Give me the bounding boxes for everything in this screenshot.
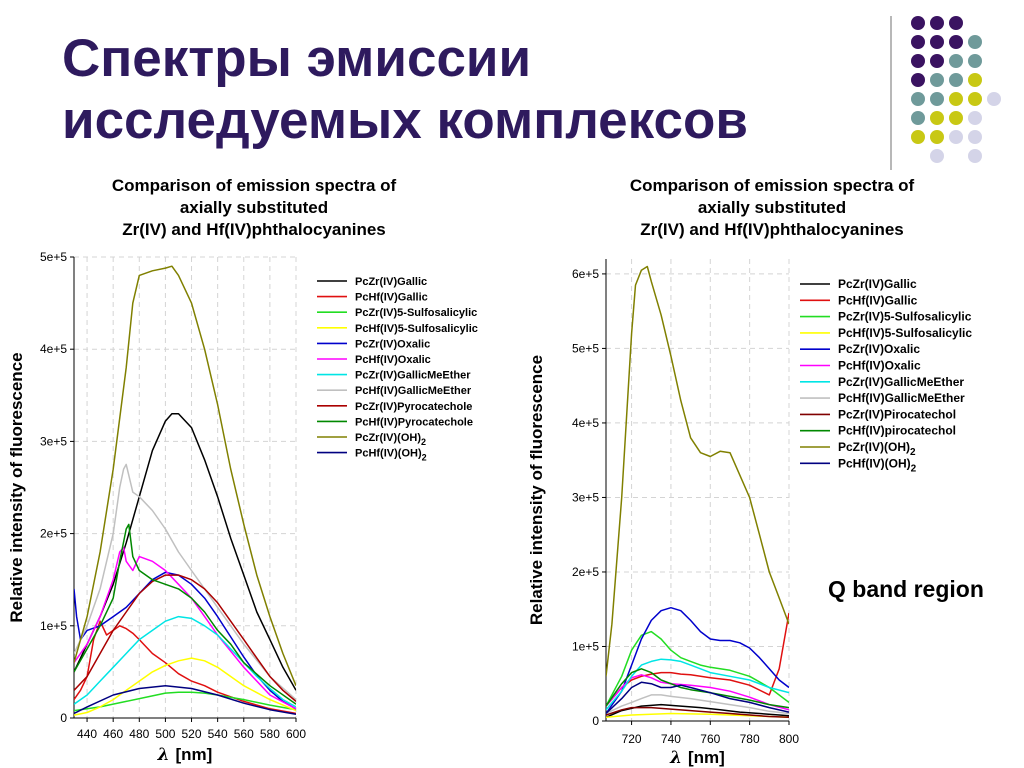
series-line-8 xyxy=(606,694,789,715)
legend-entry-label: PcHf(IV)Gallic xyxy=(838,293,918,307)
y-tick-label: 1e+5 xyxy=(572,639,599,653)
chart-title-line: Comparison of emission spectra of xyxy=(630,176,915,195)
legend-entry-label: PcZr(IV)5-Sulfosalicylic xyxy=(838,310,972,324)
series-line-11 xyxy=(74,265,296,686)
x-tick-label: 760 xyxy=(700,732,720,746)
legend-entry-label: PcHf(IV)GallicMeEther xyxy=(355,385,472,397)
x-tick-label: 600 xyxy=(286,727,306,741)
legend-entry-label: PcZr(IV)Pirocatechol xyxy=(838,407,956,421)
series-group xyxy=(606,265,789,719)
legend-entry-label: PcHf(IV)pirocatechol xyxy=(838,424,956,438)
y-tick-label: 2e+5 xyxy=(40,527,67,541)
legend-entry-label: PcHf(IV)(OH)2 xyxy=(838,456,917,474)
y-tick-label: 0 xyxy=(592,714,599,728)
legend-entry-label: PcZr(IV)GallicMeEther xyxy=(355,370,471,382)
legend-entry-label: PcZr(IV)Pyrocatechole xyxy=(355,401,472,413)
series-line-9 xyxy=(74,574,296,702)
x-axis-label-unit: [nm] xyxy=(176,745,213,764)
x-tick-label: 720 xyxy=(622,732,642,746)
legend-entry-label: PcHf(IV)5-Sulfosalicylic xyxy=(838,326,972,340)
series-line-2 xyxy=(606,612,789,707)
x-tick-label: 780 xyxy=(740,732,760,746)
legend-entry-label: PcZr(IV)5-Sulfosalicylic xyxy=(355,307,477,319)
legend-entry-label: PcZr(IV)(OH)2 xyxy=(355,432,426,447)
x-tick-label: 580 xyxy=(260,727,280,741)
x-tick-label: 460 xyxy=(103,727,123,741)
chart-title-line: Comparison of emission spectra of xyxy=(112,176,397,195)
legend-entry-label: PcHf(IV)Gallic xyxy=(355,292,428,304)
series-line-1 xyxy=(74,412,296,691)
y-tick-label: 4e+5 xyxy=(40,342,67,356)
x-axis-label-symbol: λ xyxy=(157,745,176,765)
x-tick-label: 500 xyxy=(155,727,175,741)
y-tick-label: 1e+5 xyxy=(40,619,67,633)
legend-entry-label: PcHf(IV)(OH)2 xyxy=(355,448,427,463)
x-axis-label: λ [nm] xyxy=(157,745,213,765)
slide-title: Спектры эмиссии исследуемых комплексов xyxy=(62,28,862,152)
chart-title-line: Zr(IV) and Hf(IV)phthalocyanines xyxy=(122,220,386,239)
legend-entry-label: PcZr(IV)(OH)2 xyxy=(838,440,916,458)
legend-entry-label: PcHf(IV)Pyrocatechole xyxy=(355,416,473,428)
x-axis-label: λ [nm] xyxy=(669,748,725,768)
series-line-9 xyxy=(606,706,789,719)
legend-entry-label: PcHf(IV)Oxalic xyxy=(355,354,431,366)
legend-entry-label: PcHf(IV)GallicMeEther xyxy=(838,391,965,405)
chart-title-line: Zr(IV) and Hf(IV)phthalocyanines xyxy=(640,220,904,239)
series-line-5 xyxy=(606,606,789,714)
series-line-7 xyxy=(606,658,789,711)
x-tick-label: 540 xyxy=(208,727,228,741)
x-tick-label: 480 xyxy=(129,727,149,741)
x-tick-label: 440 xyxy=(77,727,97,741)
series-line-11 xyxy=(606,265,789,677)
y-tick-label: 3e+5 xyxy=(40,434,67,448)
series-line-7 xyxy=(74,615,296,708)
x-tick-label: 520 xyxy=(182,727,202,741)
y-tick-label: 2e+5 xyxy=(572,565,599,579)
legend-entry-label: PcZr(IV)GallicMeEther xyxy=(838,375,964,389)
y-axis-label: Relative intensity of fluorescence xyxy=(527,355,546,625)
y-tick-label: 0 xyxy=(60,711,67,725)
q-band-annotation: Q band region xyxy=(828,576,984,602)
y-tick-label: 6e+5 xyxy=(572,267,599,281)
series-line-8 xyxy=(74,463,296,701)
y-tick-label: 5e+5 xyxy=(572,341,599,355)
x-tick-label: 800 xyxy=(779,732,799,746)
legend-entry-label: PcZr(IV)Gallic xyxy=(838,277,917,291)
series-line-3 xyxy=(606,630,789,707)
y-tick-label: 3e+5 xyxy=(572,490,599,504)
series-line-4 xyxy=(74,657,296,716)
y-tick-label: 5e+5 xyxy=(40,250,67,264)
series-line-12 xyxy=(74,684,296,716)
series-line-10 xyxy=(74,523,296,705)
chart-title-line: axially substituted xyxy=(698,198,846,217)
legend-entry-label: PcZr(IV)Oxalic xyxy=(838,342,920,356)
x-axis-label-symbol: λ xyxy=(669,748,688,768)
legend-entry-label: PcZr(IV)Gallic xyxy=(355,276,427,288)
slide-title-line-2: исследуемых комплексов xyxy=(62,91,748,150)
slide-title-line-1: Спектры эмиссии xyxy=(62,29,532,88)
chart-title-line: axially substituted xyxy=(180,198,328,217)
y-axis-label: Relative intensity of fluorescence xyxy=(7,352,26,622)
series-line-3 xyxy=(74,691,296,712)
y-tick-label: 4e+5 xyxy=(572,416,599,430)
legend-entry-label: PcZr(IV)Oxalic xyxy=(355,338,430,350)
series-line-12 xyxy=(606,681,789,715)
x-axis-label-unit: [nm] xyxy=(688,748,725,767)
series-group xyxy=(74,265,296,716)
legend-entry-label: PcHf(IV)5-Sulfosalicylic xyxy=(355,323,478,335)
x-tick-label: 740 xyxy=(661,732,681,746)
legend-entry-label: PcHf(IV)Oxalic xyxy=(838,359,921,373)
x-tick-label: 560 xyxy=(234,727,254,741)
